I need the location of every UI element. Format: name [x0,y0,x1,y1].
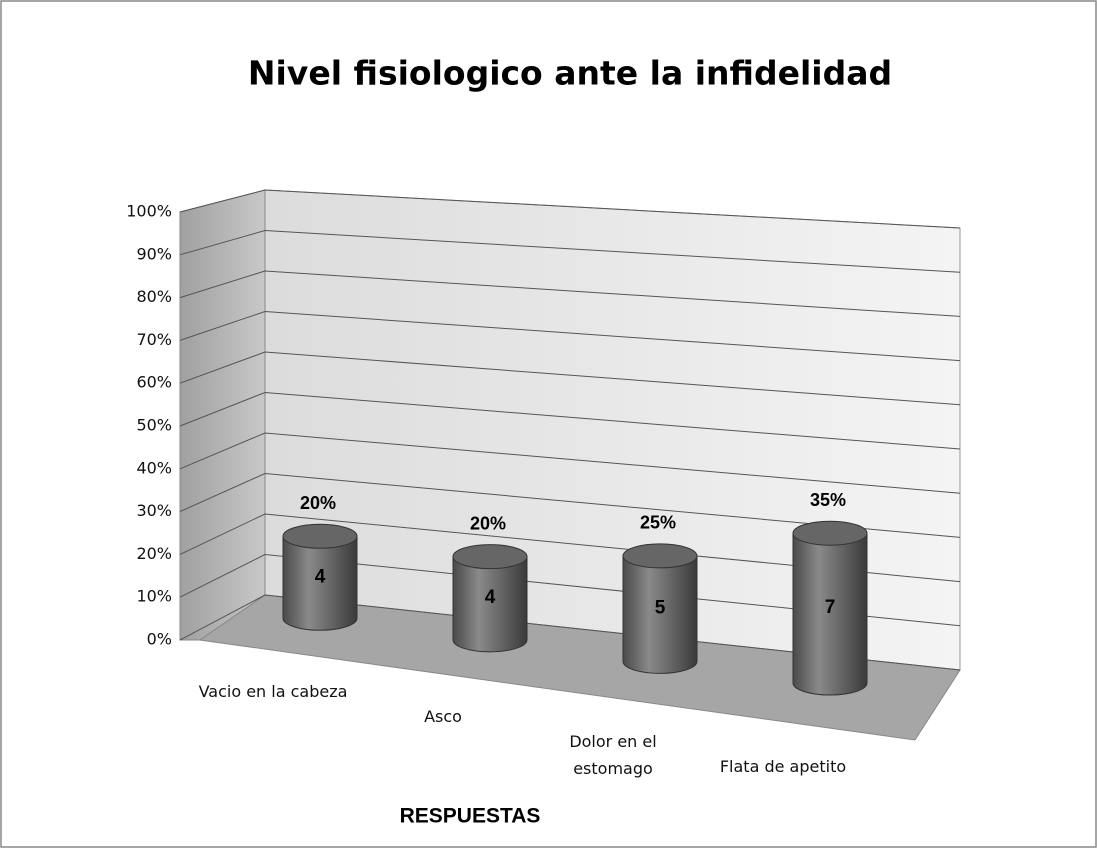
bar-body [452,556,528,653]
count-label: 4 [485,587,496,608]
grid-line [179,189,961,229]
grid-line [179,229,961,273]
grid-line [179,472,961,538]
y-tick-label: 40% [136,458,172,477]
bar-body [282,535,358,631]
bar [622,543,698,674]
y-tick-label: 50% [136,416,172,435]
x-axis-title: RESPUESTAS [400,805,541,828]
chart-title: Nivel fisiologico ante la infidelidad [248,54,892,93]
bar-body [622,555,698,674]
bar-top [282,523,358,549]
y-tick-label: 70% [136,330,172,349]
bar-body [792,532,868,696]
value-label: 25% [640,513,676,533]
value-label: 20% [300,493,336,513]
grid-line [179,391,961,450]
y-tick-label: 60% [136,373,172,392]
grid-line [179,432,961,494]
x-tick-label: Asco [424,707,462,726]
bar-top [792,520,868,546]
grid-line [179,513,961,583]
grid-line [179,310,961,362]
grid-line [179,270,961,317]
side-wall [179,189,266,641]
grid-line [179,594,961,671]
count-label: 7 [825,597,836,618]
count-label: 5 [655,598,666,619]
x-tick-label: Vacio en la cabeza [198,682,348,701]
x-tick-label: Dolor en el estomago [569,732,657,778]
value-label: 35% [810,490,846,510]
grid-line [179,351,961,406]
count-label: 4 [315,566,326,587]
y-tick-label: 80% [136,287,172,306]
value-label: 20% [470,513,506,533]
y-tick-label: 30% [136,501,172,520]
bar-top [452,544,528,570]
grid-line [179,553,961,627]
x-tick-label: Flata de apetito [719,757,847,776]
bar [452,544,528,653]
y-tick-label: 90% [136,244,172,263]
bar-top [622,543,698,569]
y-tick-label: 100% [126,202,172,221]
bar [282,523,358,631]
y-tick-label: 20% [136,544,172,563]
y-tick-label: 0% [147,630,172,649]
y-tick-label: 10% [136,587,172,606]
bar [792,520,868,696]
